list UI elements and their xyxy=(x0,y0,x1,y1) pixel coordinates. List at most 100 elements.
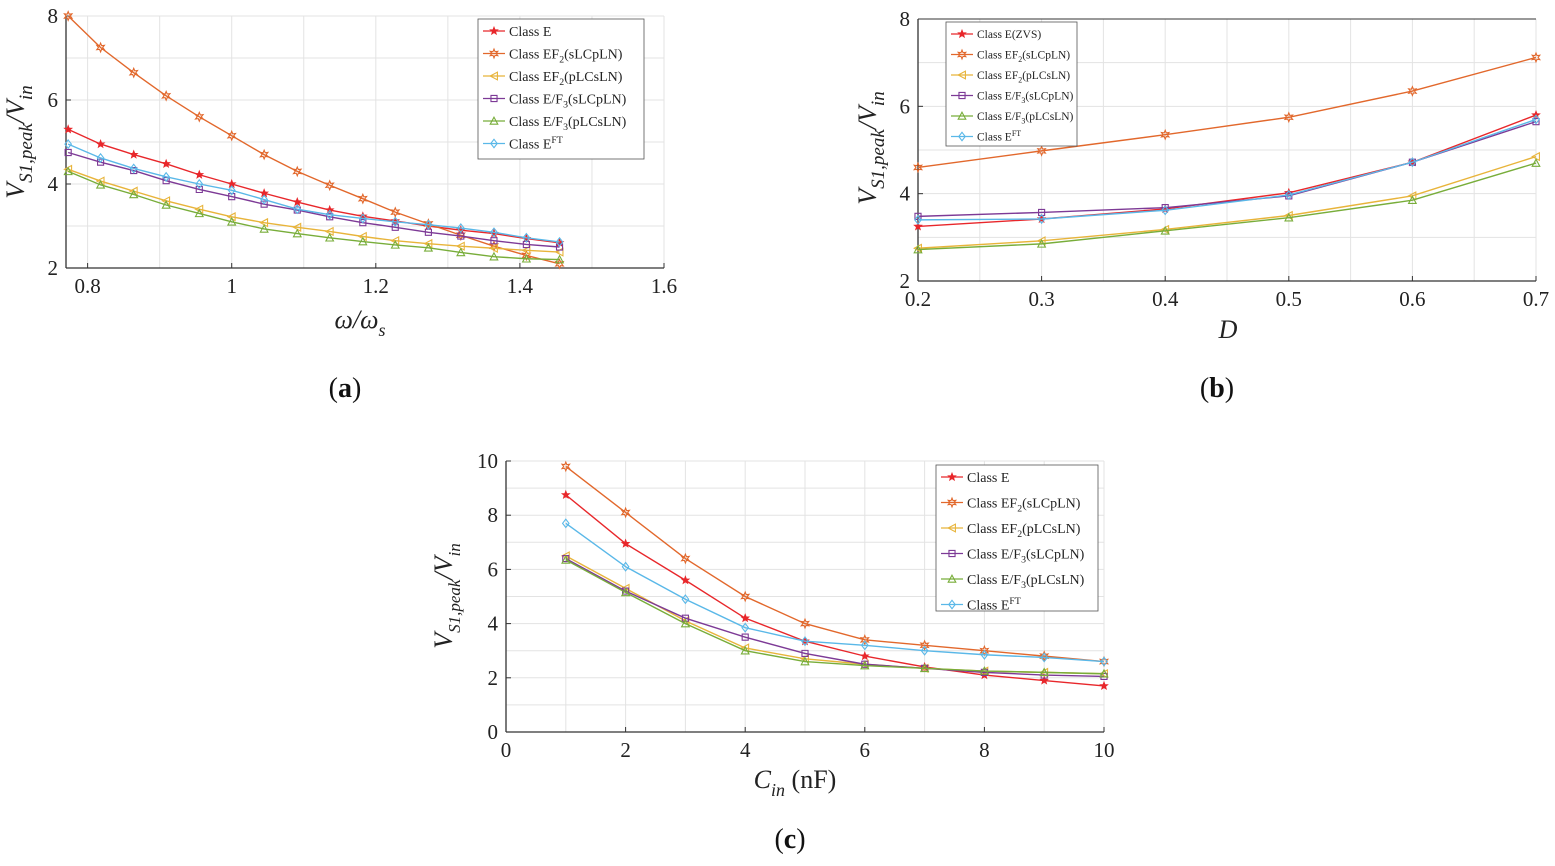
data-point xyxy=(681,614,689,622)
series-line xyxy=(67,151,560,248)
y-axis-label: VS1,peak/Vin xyxy=(1,85,37,198)
data-point xyxy=(914,214,922,225)
legend-label: Class E xyxy=(509,25,551,40)
data-point xyxy=(227,185,236,196)
series-ef2s xyxy=(63,10,565,270)
legend-marker xyxy=(947,471,957,482)
data-point xyxy=(130,166,138,175)
data-point xyxy=(1532,118,1540,126)
legend-b: Class E(ZVS) Class EF2(sLCpLN) Class EF2(p… xyxy=(945,21,1078,147)
series-ef2s xyxy=(560,460,1110,668)
legend-label: Class E/F3(sLCpLN) xyxy=(509,92,627,110)
data-point xyxy=(1040,652,1049,663)
data-point xyxy=(741,633,749,641)
data-point xyxy=(260,194,269,205)
legend-label: Class EF2(sLCpLN) xyxy=(509,47,623,65)
data-point xyxy=(424,219,433,230)
data-point xyxy=(920,645,929,656)
data-point xyxy=(680,575,691,585)
data-point xyxy=(1531,158,1541,167)
y-tick-label: 0 xyxy=(488,720,499,744)
data-point xyxy=(259,148,270,161)
legend-label: Class E/F3(pLCsLN) xyxy=(977,111,1074,125)
series-line xyxy=(917,118,1537,221)
data-point xyxy=(489,251,499,261)
data-point xyxy=(95,138,106,149)
data-point xyxy=(859,634,870,646)
data-point xyxy=(561,518,570,529)
legend-box xyxy=(477,18,645,160)
series-line xyxy=(67,128,560,244)
y-tick-label: 8 xyxy=(488,503,499,527)
data-point xyxy=(740,590,751,603)
legend-label: Class EF2(pLCsLN) xyxy=(509,70,623,88)
x-tick-label: 1 xyxy=(226,274,237,298)
legend-marker xyxy=(948,599,956,610)
data-point xyxy=(1407,195,1418,204)
y-tick-label: 6 xyxy=(900,94,911,118)
data-point xyxy=(1284,189,1293,201)
data-point xyxy=(456,223,465,234)
data-point xyxy=(621,561,630,572)
data-point xyxy=(799,617,811,630)
legend-marker xyxy=(489,71,498,81)
y-axis-label: VS1,peak/Vin xyxy=(429,543,464,649)
legend-marker xyxy=(956,48,968,61)
legend-marker xyxy=(946,496,958,509)
data-point xyxy=(324,232,335,242)
x-axis-label: Cin (nF) xyxy=(754,765,837,800)
data-point xyxy=(162,171,171,182)
series-line xyxy=(565,559,1105,675)
data-point xyxy=(488,243,498,253)
data-point xyxy=(521,253,532,263)
data-point xyxy=(457,232,465,240)
data-point xyxy=(390,239,400,249)
data-point xyxy=(1099,668,1109,678)
data-point xyxy=(1036,236,1046,246)
series-line xyxy=(565,557,1105,678)
x-tick-label: 0.3 xyxy=(1028,287,1054,311)
legend-label: Class EF2(sLCpLN) xyxy=(977,50,1070,64)
data-point xyxy=(1100,656,1108,667)
series-line xyxy=(565,494,1105,687)
y-tick-label: 6 xyxy=(48,88,59,112)
y-tick-label: 2 xyxy=(48,256,59,280)
caption-a: (a) xyxy=(329,373,362,404)
x-tick-label: 1.6 xyxy=(651,274,677,298)
series-ef2s xyxy=(912,51,1542,174)
data-point xyxy=(194,169,205,179)
legend-marker xyxy=(957,70,966,80)
data-point xyxy=(555,236,564,248)
data-point xyxy=(424,228,432,236)
legend-label: Class E/F3(sLCpLN) xyxy=(967,547,1085,565)
data-point xyxy=(195,178,204,190)
data-point xyxy=(800,656,810,666)
data-point xyxy=(1284,212,1294,222)
data-point xyxy=(1161,205,1170,216)
x-tick-label: 0.8 xyxy=(74,274,100,298)
x-tick-label: 1.2 xyxy=(363,274,389,298)
data-point xyxy=(620,587,631,597)
data-point xyxy=(359,219,367,227)
legend-box xyxy=(945,21,1078,147)
x-tick-label: 0.2 xyxy=(905,287,931,311)
data-point xyxy=(522,232,531,243)
data-point xyxy=(64,148,72,157)
data-point xyxy=(521,245,531,256)
data-point xyxy=(680,618,691,628)
data-point xyxy=(358,213,367,224)
series-line xyxy=(67,170,560,261)
legend-marker xyxy=(947,523,956,533)
data-point xyxy=(919,639,930,652)
legend-label: Class E/F3(pLCsLN) xyxy=(509,115,627,133)
data-point xyxy=(128,186,138,196)
data-point xyxy=(161,200,171,209)
data-point xyxy=(325,209,334,220)
y-tick-label: 4 xyxy=(48,172,59,196)
data-point xyxy=(358,236,368,246)
legend-label: Class E/F3(sLCpLN) xyxy=(977,91,1074,105)
legend-marker xyxy=(490,138,498,149)
data-point xyxy=(64,139,73,150)
